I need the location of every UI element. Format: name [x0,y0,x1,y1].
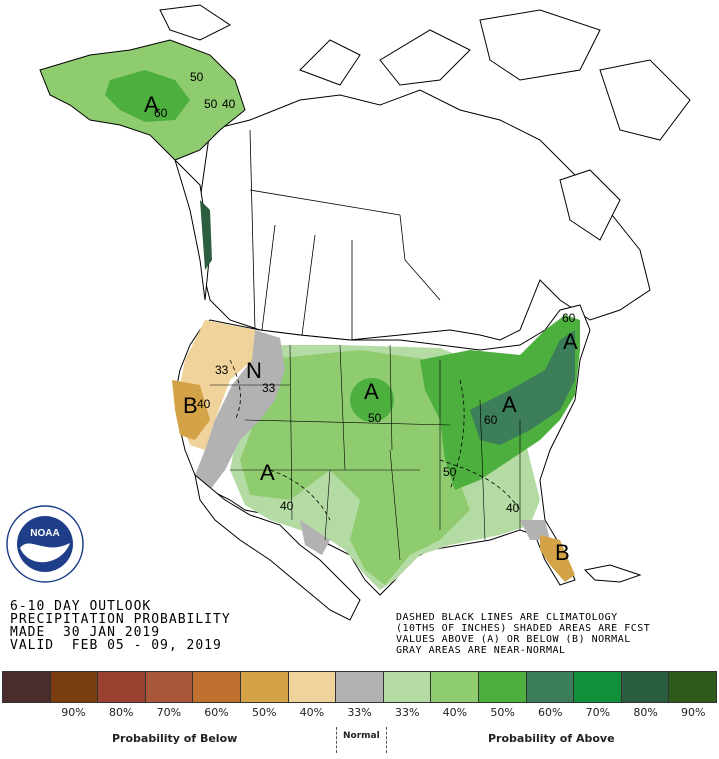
note-line: VALUES ABOVE (A) OR BELOW (B) NORMAL [396,634,631,645]
legend-swatch [2,672,50,702]
map-label: 50 [368,411,382,425]
made-date: MADE 30 JAN 2019 [10,625,161,640]
map-label: 60 [154,106,168,120]
legend-percent: 80% [633,706,658,719]
legend-percent: 60% [204,706,229,719]
legend-percent: 33% [394,706,420,719]
canada-region [159,4,691,341]
map-label: 40 [222,97,236,111]
map-label: A [364,379,379,404]
province-lines [249,129,441,340]
legend-swatch [144,672,193,702]
map-label: A [260,460,275,485]
legend-percent: 70% [156,706,182,719]
legend-swatch [477,672,526,702]
below-caption: Probability of Below [112,732,238,745]
map-label: B [183,393,198,418]
legend-percent: 60% [538,706,563,719]
legend-percent: 90% [681,706,706,719]
alaska-region [39,39,246,301]
legend-swatch [287,672,336,702]
map-label: A [144,92,159,117]
legend-swatch [97,672,145,702]
legend-swatch [49,672,98,702]
map-label: 50 [443,465,457,479]
conus-region [172,304,591,596]
map-notes: DASHED BLACK LINES ARE CLIMATOLOGY (10TH… [396,612,650,656]
legend-percent: 50% [251,706,277,719]
map-label: 33 [262,381,276,395]
legend-swatch [382,672,431,702]
map-label: A [502,392,517,417]
legend-percent: 70% [585,706,611,719]
legend-swatch [525,672,574,702]
note-line: DASHED BLACK LINES ARE CLIMATOLOGY [396,612,618,623]
legend-swatch [335,672,383,702]
map-label: B [555,540,570,565]
note-line: (10THS OF INCHES) SHADED AREAS ARE FCST [396,623,651,634]
legend-percent: 90% [61,706,86,719]
map-label: 60 [562,311,576,325]
above-caption: Probability of Above [488,732,615,745]
legend-swatch [430,672,478,702]
legend-percent: 33% [347,706,372,719]
outlook-title: 6-10 DAY OUTLOOK [10,599,152,614]
map-label: N [246,358,262,383]
legend-percent: 80% [108,706,134,719]
map-label: 40 [280,499,294,513]
legend-swatch [239,672,288,702]
map-label: 40 [197,397,211,411]
normal-caption: Normal [336,727,387,753]
legend-color-bar [2,671,717,703]
map-label: 50 [190,70,204,84]
outlook-map: NOAA A 50 50 40 60 33 33 N B 40 A 40 A 5… [6,4,691,621]
legend-percent: 40% [299,706,325,719]
valid-dates: VALID FEB 05 - 09, 2019 [10,638,222,653]
noaa-logo-text: NOAA [30,528,59,539]
legend-swatch [620,672,669,702]
mexico-outline [194,473,642,621]
legend-swatch [192,672,240,702]
map-label: 60 [484,413,498,427]
outlook-title-block: 6-10 DAY OUTLOOK PRECIPITATION PROBABILI… [10,600,231,652]
legend-swatch [668,672,717,702]
legend-percent: 50% [490,706,515,719]
legend-percent-row: 90% 80% 70% 60% 50% 40% 33% 33% 40% 50% 60% 70% 80% 9… [2,706,717,719]
legend-percent: 40% [442,706,468,719]
legend-swatch [573,672,621,702]
note-line: GRAY AREAS ARE NEAR-NORMAL [396,645,566,656]
outlook-subtitle: PRECIPITATION PROBABILITY [10,612,231,627]
legend-percent [2,706,50,719]
map-label: 50 [204,97,218,111]
map-label: 33 [215,363,229,377]
noaa-logo: NOAA [6,505,84,583]
map-label: A [563,329,578,354]
map-label: 40 [506,501,520,515]
